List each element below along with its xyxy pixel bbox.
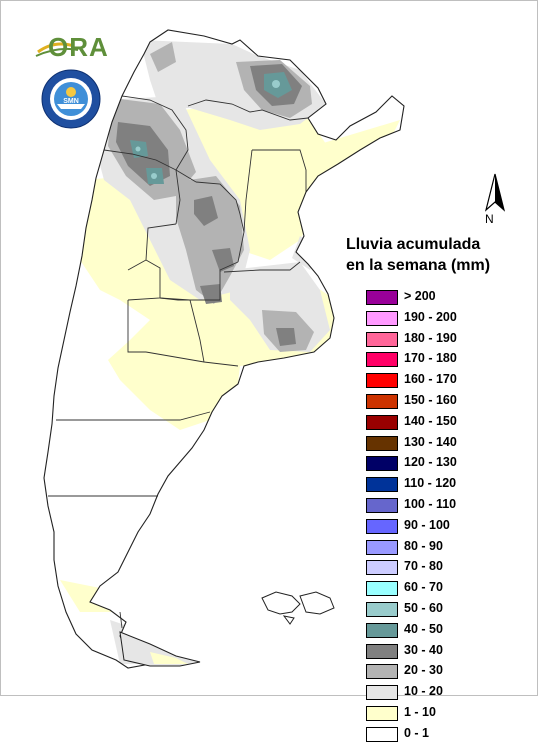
north-label: N [485,212,494,226]
legend-swatch [366,414,398,430]
legend-swatch [366,477,398,493]
legend-range-label: > 200 [404,289,436,303]
legend-swatch [366,290,398,305]
legend-item: 180 - 190 [366,330,516,351]
legend-range-label: 120 - 130 [404,455,457,470]
legend-range-label: 100 - 110 [404,496,457,511]
legend-item: > 200 [366,288,516,309]
north-arrow [476,170,516,226]
legend-item: 50 - 60 [366,600,516,621]
legend-swatch [366,373,398,389]
legend-item: 120 - 130 [366,454,516,475]
legend-range-label: 1 - 10 [404,704,436,719]
legend-swatch [366,560,398,576]
legend-range-label: 20 - 30 [404,663,443,678]
legend-range-label: 150 - 160 [404,392,457,407]
legend-range-label: 40 - 50 [404,621,443,636]
legend-title-line2: en la semana (mm) [346,257,491,274]
legend-range-label: 190 - 200 [404,309,457,324]
legend-item: 0 - 1 [366,725,516,746]
legend-item: 90 - 100 [366,517,516,538]
malvinas-islands [261,591,335,625]
legend-range-label: 30 - 40 [404,642,443,657]
legend-range-label: 0 - 1 [404,725,430,740]
legend-item: 70 - 80 [366,558,516,579]
ora-logo-text: ORA [48,32,109,62]
legend: Lluvia acumulada en la semana (mm) > 200… [346,234,526,742]
legend-range-label: 80 - 90 [404,538,443,553]
legend-item: 150 - 160 [366,392,516,413]
legend-swatch [366,352,398,368]
legend-title-line1: Lluvia acumulada [346,236,481,253]
legend-swatch [366,393,398,409]
legend-range-label: 90 - 100 [404,517,450,532]
legend-item: 160 - 170 [366,371,516,392]
legend-range-label: 170 - 180 [404,351,457,366]
legend-item: 20 - 30 [366,662,516,683]
legend-swatch [366,643,398,659]
legend-range-label: 160 - 170 [404,372,457,387]
legend-range-label: 10 - 20 [404,684,443,699]
legend-item: 80 - 90 [366,538,516,559]
argentina-rainfall-map [43,29,405,669]
legend-item: 30 - 40 [366,642,516,663]
legend-swatch [366,518,398,534]
smn-seal: SMN [40,68,102,130]
legend-swatch [366,705,398,721]
legend-range-label: 60 - 70 [404,580,443,595]
legend-swatch [366,310,398,326]
legend-swatch [366,581,398,597]
legend-swatch [366,726,398,742]
legend-item: 100 - 110 [366,496,516,517]
legend-swatch [366,539,398,555]
legend-range-label: 110 - 120 [404,476,457,491]
smn-seal-icon: SMN [41,69,101,129]
legend-list: > 200 190 - 200 180 - 190 170 - 180 160 - 17… [366,288,516,746]
legend-title: Lluvia acumulada en la semana (mm) [346,234,526,276]
legend-item: 140 - 150 [366,413,516,434]
legend-swatch [366,331,398,347]
argentina-outline [43,29,405,669]
legend-item: 1 - 10 [366,704,516,725]
legend-range-label: 180 - 190 [404,330,457,345]
legend-item: 170 - 180 [366,350,516,371]
ora-logo: ORA [34,30,108,62]
legend-item: 10 - 20 [366,683,516,704]
legend-swatch [366,456,398,472]
province-boundaries [48,95,309,629]
ora-sun-logo-icon [35,42,79,57]
north-arrow-icon [484,173,506,212]
legend-swatch [366,497,398,513]
legend-range-label: 70 - 80 [404,559,443,574]
legend-swatch [366,601,398,617]
legend-swatch [366,435,398,451]
legend-range-label: 50 - 60 [404,600,443,615]
legend-swatch [366,622,398,638]
tierra-del-fuego [119,631,201,667]
legend-item: 190 - 200 [366,309,516,330]
smn-seal-text: SMN [63,98,79,105]
legend-item: 110 - 120 [366,475,516,496]
legend-range-label: 140 - 150 [404,413,457,428]
legend-swatch [366,685,398,701]
legend-range-label: 130 - 140 [404,434,457,449]
legend-swatch [366,664,398,680]
legend-item: 130 - 140 [366,434,516,455]
legend-item: 60 - 70 [366,579,516,600]
rain-zone-50-60 [135,80,280,179]
legend-item: 40 - 50 [366,621,516,642]
